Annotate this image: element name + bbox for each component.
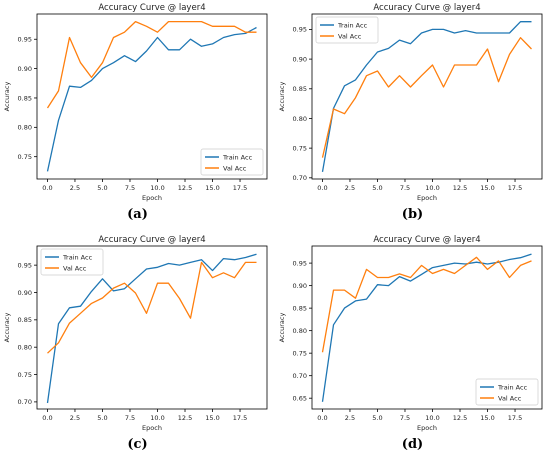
chart-d-legend-label: Val Acc bbox=[498, 395, 522, 403]
chart-panel-a: Accuracy Curve @ layer4 0.0 2.5 5.0 7.5 10.0 1… bbox=[0, 0, 275, 232]
chart-b-ytick-label: 0.95 bbox=[293, 26, 307, 34]
chart-a-xtick-label: 5.0 bbox=[97, 184, 107, 192]
chart-a-xtick-label: 2.5 bbox=[70, 184, 80, 192]
chart-b-frame bbox=[311, 13, 543, 180]
chart-d-xtick-label: 10.0 bbox=[425, 414, 439, 422]
chart-a-xtick-label: 12.5 bbox=[178, 184, 192, 192]
chart-c-ytick-label: 0.75 bbox=[18, 371, 32, 379]
chart-c-xtick-label: 5.0 bbox=[97, 414, 107, 422]
chart-d-ytick-label: 0.80 bbox=[293, 327, 307, 335]
chart-d-title: Accuracy Curve @ layer4 bbox=[373, 235, 480, 245]
chart-d-xtick-label: 12.5 bbox=[453, 414, 467, 422]
chart-c-title: Accuracy Curve @ layer4 bbox=[98, 235, 205, 245]
panel-caption-d: (d) bbox=[401, 437, 424, 452]
chart-c-xtick-label: 17.5 bbox=[233, 414, 247, 422]
chart-b-legend-label: Train Acc bbox=[337, 22, 368, 30]
chart-d-ytick-label: 0.70 bbox=[293, 372, 307, 380]
chart-b-xtick-label: 17.5 bbox=[508, 184, 522, 192]
chart-d-ytick-label: 0.90 bbox=[293, 282, 307, 290]
chart-c-xlabel: Epoch bbox=[142, 424, 162, 432]
chart-d-frame bbox=[311, 245, 543, 410]
chart-a-ytick-label: 0.75 bbox=[18, 153, 32, 161]
chart-d-xtick-label: 17.5 bbox=[508, 414, 522, 422]
chart-c-ytick-label: 0.90 bbox=[18, 289, 32, 297]
chart-d-series-val-acc-line bbox=[321, 256, 532, 353]
chart-a-xtick-label: 0.0 bbox=[42, 184, 52, 192]
chart-a-xtick-label: 10.0 bbox=[150, 184, 164, 192]
chart-d-svg: Accuracy Curve @ layer4 0.0 2.5 5.0 7.5 10.0 1… bbox=[278, 235, 543, 432]
chart-d-ylabel: Accuracy bbox=[278, 313, 286, 343]
chart-b-xtick-label: 2.5 bbox=[345, 184, 355, 192]
chart-c-xtick-label: 15.0 bbox=[205, 414, 219, 422]
chart-b-svg: Accuracy Curve @ layer4 0.0 2.5 5.0 7.5 10.0 1… bbox=[278, 3, 543, 202]
chart-a-title: Accuracy Curve @ layer4 bbox=[98, 3, 205, 13]
chart-d-ytick-label: 0.75 bbox=[293, 349, 307, 357]
chart-d-xtick-label: 2.5 bbox=[345, 414, 355, 422]
chart-b-ytick-label: 0.75 bbox=[293, 144, 307, 152]
chart-a-frame bbox=[36, 13, 268, 180]
chart-c-ytick-label: 0.85 bbox=[18, 316, 32, 324]
chart-b-xlabel: Epoch bbox=[417, 194, 437, 202]
panel-caption-a: (a) bbox=[127, 207, 148, 222]
chart-d-xtick-label: 5.0 bbox=[372, 414, 382, 422]
chart-b-xtick-label: 15.0 bbox=[480, 184, 494, 192]
chart-b-ytick-label: 0.85 bbox=[293, 85, 307, 93]
chart-d-ytick-label: 0.95 bbox=[293, 259, 307, 267]
chart-b-ytick-label: 0.70 bbox=[293, 174, 307, 182]
chart-a-ytick-label: 0.95 bbox=[18, 36, 32, 44]
chart-b-xtick-label: 12.5 bbox=[453, 184, 467, 192]
chart-b-xtick-label: 0.0 bbox=[317, 184, 327, 192]
chart-a-xtick-label: 7.5 bbox=[125, 184, 135, 192]
chart-a-series-train-acc-line bbox=[46, 26, 257, 172]
chart-c-xtick-label: 7.5 bbox=[125, 414, 135, 422]
chart-a-ytick-label: 0.90 bbox=[18, 65, 32, 73]
panel-caption-b: (b) bbox=[401, 207, 424, 222]
chart-a-svg: Accuracy Curve @ layer4 0.0 2.5 5.0 7.5 10.0 1… bbox=[3, 3, 268, 202]
chart-b-xtick-label: 5.0 bbox=[372, 184, 382, 192]
chart-c-ytick-label: 0.95 bbox=[18, 261, 32, 269]
chart-c-frame bbox=[36, 245, 268, 410]
chart-a-ytick-label: 0.80 bbox=[18, 124, 32, 132]
chart-c-series-train-acc-line bbox=[46, 253, 257, 404]
chart-b-ytick-label: 0.90 bbox=[293, 55, 307, 63]
chart-d-ytick-label: 0.65 bbox=[293, 394, 307, 402]
chart-a-series-val-acc-line bbox=[46, 20, 257, 109]
chart-b-legend-label: Val Acc bbox=[338, 33, 362, 41]
chart-a-xlabel: Epoch bbox=[142, 194, 162, 202]
chart-panel-b: Accuracy Curve @ layer4 0.0 2.5 5.0 7.5 10.0 1… bbox=[275, 0, 550, 232]
chart-c-ytick-label: 0.70 bbox=[18, 398, 32, 406]
chart-c-ylabel: Accuracy bbox=[3, 313, 11, 343]
chart-c-series-val-acc-line bbox=[47, 261, 257, 354]
chart-a-xtick-label: 15.0 bbox=[205, 184, 219, 192]
chart-c-svg: Accuracy Curve @ layer4 0.0 2.5 5.0 7.5 10.0 1… bbox=[3, 235, 268, 432]
chart-d-ytick-label: 0.85 bbox=[293, 304, 307, 312]
chart-c-legend-label: Val Acc bbox=[63, 265, 87, 273]
chart-a-xtick-label: 17.5 bbox=[233, 184, 247, 192]
chart-a-legend-label: Train Acc bbox=[222, 154, 253, 162]
panel-caption-c: (c) bbox=[127, 437, 148, 452]
chart-c-ytick-label: 0.80 bbox=[18, 343, 32, 351]
chart-b-xtick-label: 10.0 bbox=[425, 184, 439, 192]
chart-panel-d: Accuracy Curve @ layer4 0.0 2.5 5.0 7.5 10.0 1… bbox=[275, 232, 550, 463]
chart-d-xtick-label: 0.0 bbox=[317, 414, 327, 422]
chart-b-series-val-acc-line bbox=[321, 37, 532, 158]
chart-d-xtick-label: 15.0 bbox=[480, 414, 494, 422]
chart-c-legend-label: Train Acc bbox=[62, 254, 93, 262]
chart-c-xtick-label: 10.0 bbox=[150, 414, 164, 422]
chart-b-ytick-label: 0.80 bbox=[293, 115, 307, 123]
chart-a-ylabel: Accuracy bbox=[3, 82, 11, 112]
chart-c-xtick-label: 12.5 bbox=[178, 414, 192, 422]
chart-a-legend-label: Val Acc bbox=[223, 165, 247, 173]
chart-a-ytick-label: 0.85 bbox=[18, 94, 32, 102]
chart-panel-c: Accuracy Curve @ layer4 0.0 2.5 5.0 7.5 10.0 1… bbox=[0, 232, 275, 463]
chart-b-title: Accuracy Curve @ layer4 bbox=[373, 3, 480, 13]
chart-d-legend-label: Train Acc bbox=[497, 384, 528, 392]
chart-b-xtick-label: 7.5 bbox=[400, 184, 410, 192]
chart-d-xtick-label: 7.5 bbox=[400, 414, 410, 422]
chart-b-series-train-acc-line bbox=[321, 21, 532, 173]
chart-c-xtick-label: 0.0 bbox=[42, 414, 52, 422]
chart-c-xtick-label: 2.5 bbox=[70, 414, 80, 422]
chart-b-ylabel: Accuracy bbox=[278, 82, 286, 112]
chart-d-xlabel: Epoch bbox=[417, 424, 437, 432]
